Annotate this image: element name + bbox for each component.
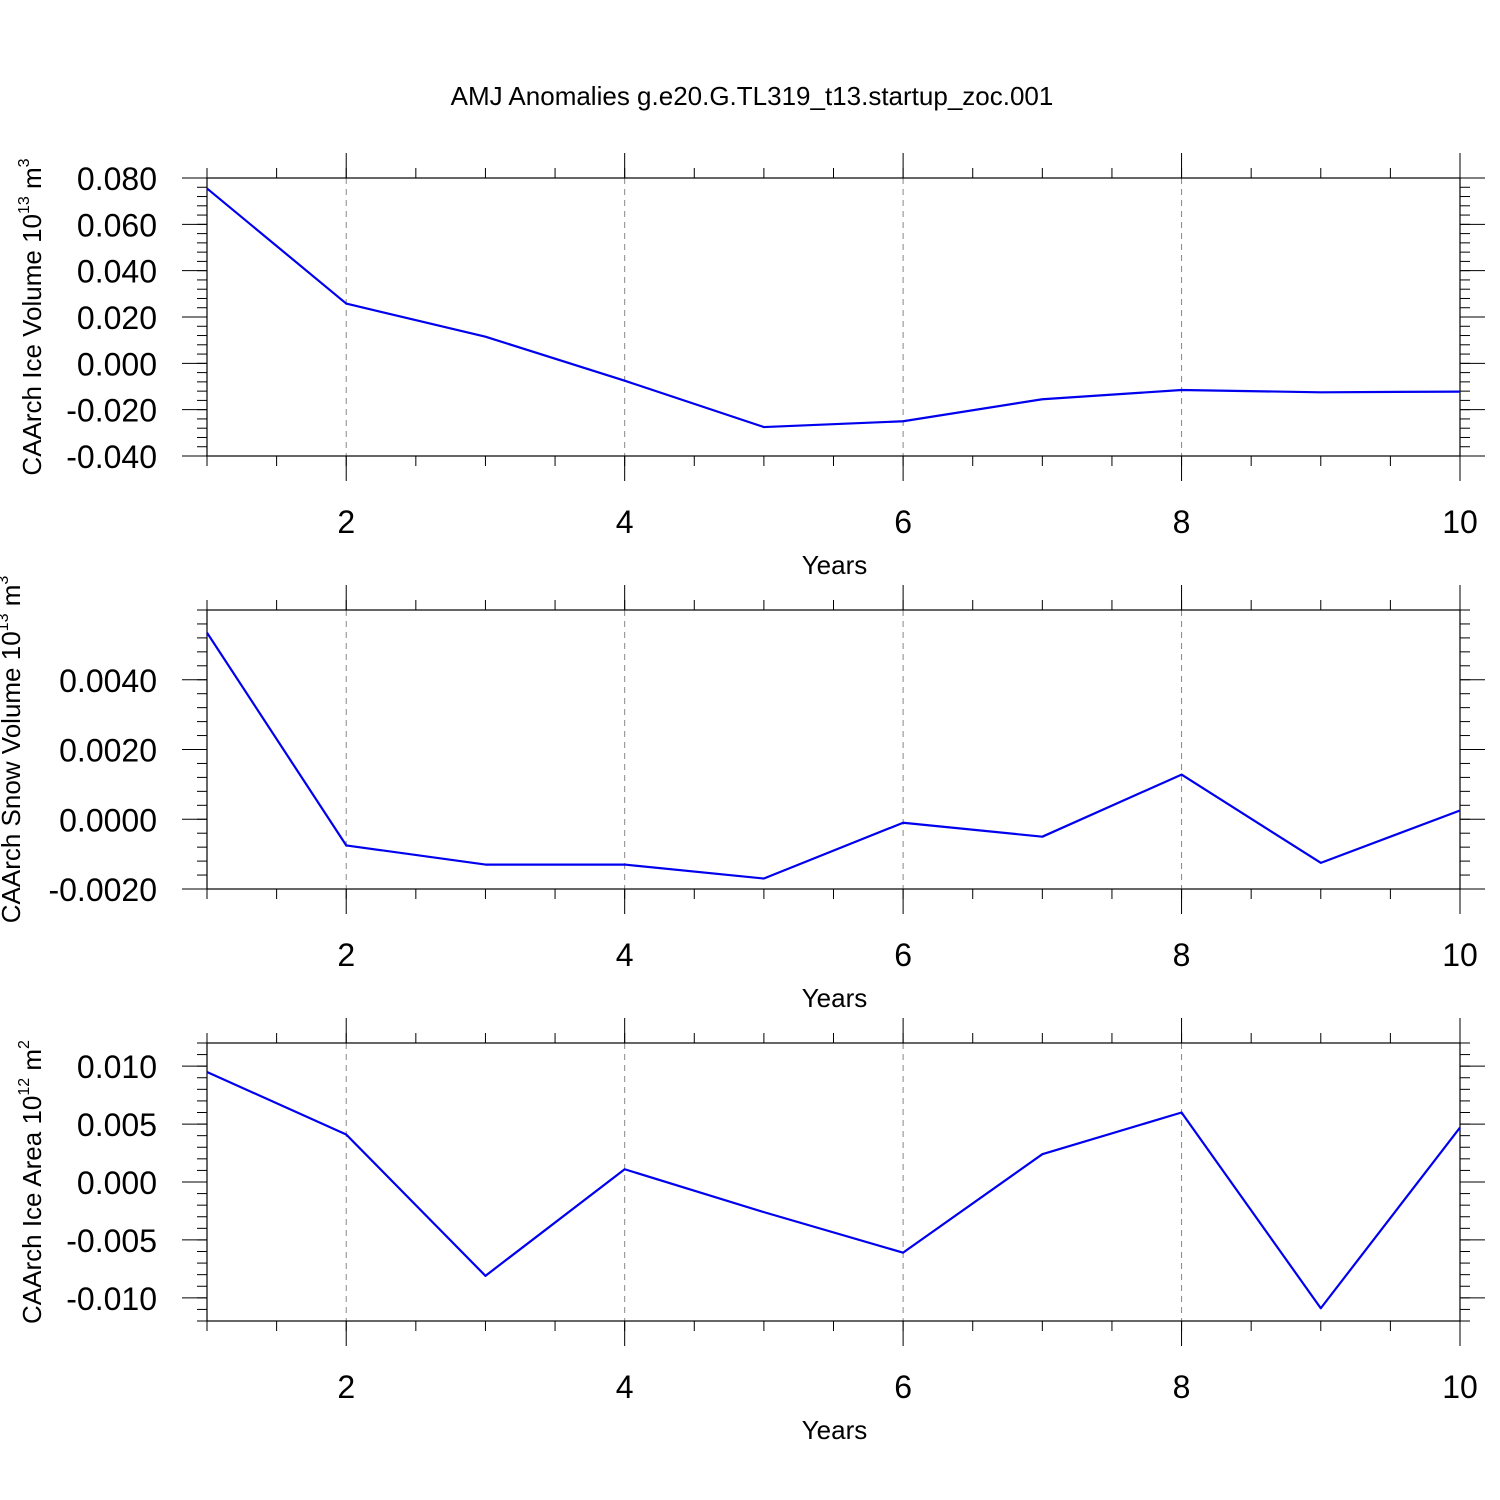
series-line bbox=[206, 1070, 1461, 1310]
panel-3: 2 4 6 8 10 -0.010 -0.005 0.000 0.005 0.010 Years CA… bbox=[16, 1018, 1485, 1445]
x-tick-label: 10 bbox=[1442, 1369, 1478, 1405]
x-tick-label: 6 bbox=[894, 1369, 912, 1405]
series-line bbox=[206, 632, 1461, 880]
series-line bbox=[206, 187, 1461, 429]
panels: 2 4 6 8 10 -0.040 -0.020 0.000 0.020 0.040 0.060 0.… bbox=[0, 153, 1485, 1445]
y-tick-label: 0.080 bbox=[77, 161, 157, 197]
y-tick-label: -0.020 bbox=[66, 393, 157, 429]
panel-1: 2 4 6 8 10 -0.040 -0.020 0.000 0.020 0.040 0.060 0.… bbox=[16, 153, 1485, 580]
y-tick-label: 0.020 bbox=[77, 300, 157, 336]
y-tick-label: -0.040 bbox=[66, 439, 157, 475]
y-tick-label: -0.0020 bbox=[48, 872, 157, 908]
figure-title: AMJ Anomalies g.e20.G.TL319_t13.startup_… bbox=[451, 81, 1054, 111]
x-axis-title: Years bbox=[802, 983, 868, 1013]
x-tick-label: 8 bbox=[1173, 1369, 1191, 1405]
y-tick-label: 0.005 bbox=[77, 1107, 157, 1143]
y-tick-label: 0.0000 bbox=[59, 802, 157, 838]
x-tick-label: 2 bbox=[337, 1369, 355, 1405]
y-tick-label: 0.000 bbox=[77, 346, 157, 382]
x-tick-label: 2 bbox=[337, 937, 355, 973]
x-tick-label: 6 bbox=[894, 937, 912, 973]
y-axis-title: CAArch Snow Volume 1013 m3 bbox=[0, 576, 26, 924]
x-tick-label: 4 bbox=[616, 1369, 634, 1405]
y-axis-title: CAArch Ice Volume 1013 m3 bbox=[16, 158, 47, 475]
x-tick-label: 2 bbox=[337, 504, 355, 540]
y-axis-title: CAArch Ice Area 1012 m2 bbox=[16, 1040, 47, 1324]
y-tick-label: 0.000 bbox=[77, 1165, 157, 1201]
x-tick-label: 8 bbox=[1173, 504, 1191, 540]
x-tick-label: 4 bbox=[616, 504, 634, 540]
y-tick-label: 0.010 bbox=[77, 1049, 157, 1085]
y-tick-label: 0.0040 bbox=[59, 663, 157, 699]
panel-2: 2 4 6 8 10 -0.0020 0.0000 0.0020 0.0040 Years CAAr… bbox=[0, 576, 1485, 1013]
x-axis-title: Years bbox=[802, 550, 868, 580]
y-tick-label: -0.010 bbox=[66, 1281, 157, 1317]
x-tick-label: 10 bbox=[1442, 937, 1478, 973]
x-tick-label: 6 bbox=[894, 504, 912, 540]
y-tick-label: -0.005 bbox=[66, 1223, 157, 1259]
x-axis-title: Years bbox=[802, 1415, 868, 1445]
x-tick-label: 8 bbox=[1173, 937, 1191, 973]
x-tick-label: 4 bbox=[616, 937, 634, 973]
y-tick-label: 0.060 bbox=[77, 207, 157, 243]
y-tick-label: 0.040 bbox=[77, 254, 157, 290]
x-tick-label: 10 bbox=[1442, 504, 1478, 540]
y-tick-label: 0.0020 bbox=[59, 733, 157, 769]
